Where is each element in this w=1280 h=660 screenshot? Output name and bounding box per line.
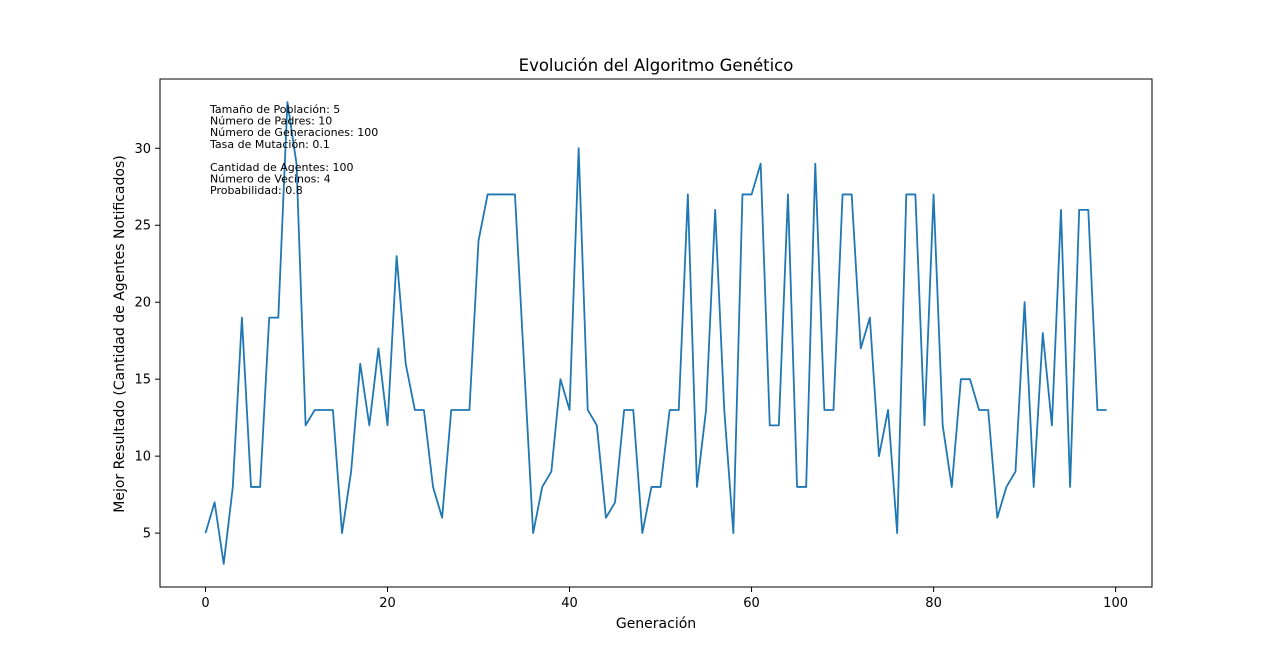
y-tick-label: 15 — [134, 373, 151, 388]
annotation-line: Tasa de Mutación: 0.1 — [209, 138, 330, 151]
annotation-line: Número de Vecinos: 4 — [210, 173, 331, 186]
annotation-line: Número de Generaciones: 100 — [210, 126, 378, 139]
x-tick-label: 60 — [743, 596, 760, 611]
chart-title: Evolución del Algoritmo Genético — [519, 56, 794, 75]
series-line-0 — [204, 101, 1107, 565]
y-tick-label: 20 — [134, 296, 151, 311]
annotation-line: Cantidad de Agentes: 100 — [210, 161, 353, 174]
x-tick-label: 100 — [1103, 596, 1128, 611]
annotation-line: Probabilidad: 0.8 — [210, 184, 303, 197]
plot-area: 0 20 40 60 80 100 5 10 15 20 25 30 — [134, 78, 1153, 611]
annotation-line: Número de Padres: 10 — [210, 115, 332, 128]
axes-frame — [159, 78, 1153, 588]
x-tick-label: 80 — [925, 596, 942, 611]
y-tick-label: 5 — [143, 527, 151, 542]
x-tick-label: 0 — [201, 596, 209, 611]
y-tick-label: 30 — [134, 142, 151, 157]
annotation-line: Tamaño de Población: 5 — [209, 103, 340, 116]
y-tick-label: 25 — [134, 219, 151, 234]
x-tick-label: 40 — [561, 596, 578, 611]
y-axis-title: Mejor Resultado (Cantidad de Agentes Not… — [112, 155, 128, 512]
x-axis-title: Generación — [616, 616, 696, 632]
y-tick-label: 10 — [134, 450, 151, 465]
x-tick-label: 20 — [379, 596, 396, 611]
